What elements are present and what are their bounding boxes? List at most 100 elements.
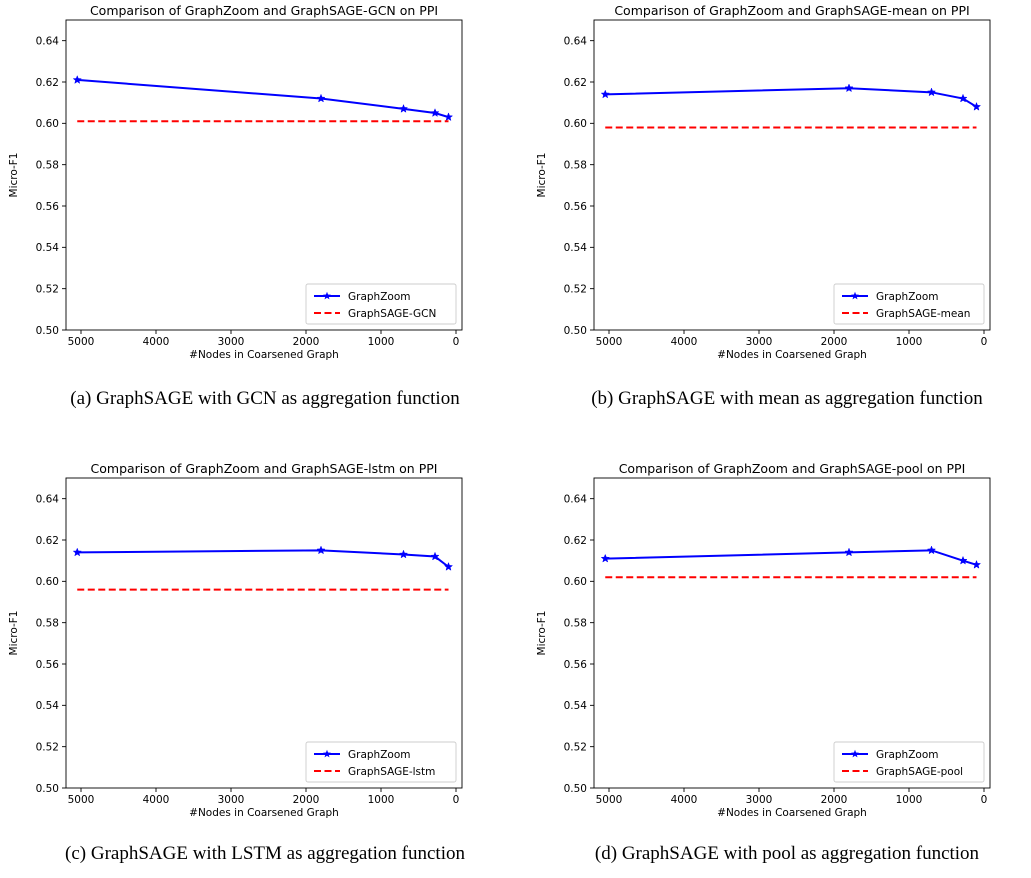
y-axis-label: Micro-F1 — [8, 153, 20, 198]
y-tick-label: 0.62 — [564, 535, 587, 547]
legend-star-marker — [851, 749, 859, 758]
legend-box — [305, 741, 457, 783]
chart-title: Comparison of GraphZoom and GraphSAGE-me… — [614, 3, 969, 18]
legend: GraphZoom GraphSAGE-mean — [833, 283, 985, 325]
y-tick-label: 0.54 — [36, 242, 60, 254]
y-tick-label: 0.56 — [36, 659, 60, 671]
caption-a: (a) GraphSAGE with GCN as aggregation fu… — [70, 388, 460, 409]
legend: GraphZoom GraphSAGE-GCN — [305, 283, 457, 325]
y-tick-label: 0.60 — [36, 118, 59, 130]
y-tick-label: 0.64 — [564, 493, 588, 505]
y-tick-label: 0.56 — [564, 201, 588, 213]
y-tick-label: 0.50 — [564, 325, 587, 337]
x-tick-label: 4000 — [671, 336, 698, 348]
y-tick-label: 0.52 — [564, 283, 587, 295]
y-tick-label: 0.60 — [36, 576, 59, 588]
y-tick-label: 0.58 — [36, 617, 59, 629]
x-tick-label: 5000 — [68, 336, 95, 348]
y-tick-label: 0.52 — [564, 741, 587, 753]
chart-d: Comparison of GraphZoom and GraphSAGE-po… — [536, 461, 991, 819]
x-tick-label: 4000 — [143, 336, 170, 348]
data-point — [398, 103, 409, 113]
plot-frame — [593, 19, 991, 331]
plot-frame — [65, 19, 463, 331]
y-tick-label: 0.56 — [36, 201, 60, 213]
y-tick-label: 0.62 — [36, 77, 59, 89]
data-point — [600, 553, 610, 563]
y-tick-label: 0.50 — [36, 783, 59, 795]
graphzoom-line — [605, 87, 978, 108]
caption-c: (c) GraphSAGE with LSTM as aggregation f… — [65, 843, 465, 864]
data-point — [958, 93, 968, 103]
x-tick-label: 3000 — [746, 794, 773, 806]
data-point — [844, 83, 854, 93]
x-tick-label: 0 — [981, 336, 988, 348]
y-tick-label: 0.52 — [36, 741, 59, 753]
legend: GraphZoom GraphSAGE-pool — [833, 741, 985, 783]
chart-title: Comparison of GraphZoom and GraphSAGE-po… — [619, 461, 966, 476]
legend-star-marker — [851, 291, 859, 300]
y-tick-label: 0.54 — [564, 700, 588, 712]
data-point — [600, 89, 610, 99]
legend-star-marker — [323, 749, 331, 758]
x-tick-label: 0 — [453, 794, 460, 806]
legend-label: GraphSAGE-lstm — [348, 766, 435, 778]
data-point — [844, 547, 854, 557]
y-tick-label: 0.50 — [564, 783, 587, 795]
y-tick-label: 0.54 — [36, 700, 60, 712]
x-tick-label: 3000 — [218, 794, 245, 806]
data-point — [398, 549, 409, 559]
chart-panel-a: Comparison of GraphZoom and GraphSAGE-GC… — [0, 0, 500, 420]
graphzoom-line — [605, 549, 977, 566]
data-point — [316, 545, 326, 555]
plot-frame — [593, 477, 991, 789]
chart-panel-b: Comparison of GraphZoom and GraphSAGE-me… — [528, 0, 1028, 420]
y-tick-label: 0.56 — [564, 659, 588, 671]
chart-panel-c: Comparison of GraphZoom and GraphSAGE-ls… — [0, 458, 500, 878]
legend-star-marker — [323, 291, 331, 300]
x-tick-label: 2000 — [821, 794, 848, 806]
y-tick-label: 0.58 — [564, 617, 587, 629]
y-tick-label: 0.64 — [36, 493, 60, 505]
plot-frame — [65, 477, 463, 789]
x-tick-label: 1000 — [896, 336, 923, 348]
data-point — [316, 93, 326, 103]
legend-box — [833, 741, 985, 783]
x-tick-label: 2000 — [821, 336, 848, 348]
graphzoom-line — [77, 549, 450, 568]
data-point — [430, 551, 440, 561]
y-tick-label: 0.54 — [564, 242, 588, 254]
x-tick-label: 4000 — [143, 794, 170, 806]
legend-label: GraphZoom — [876, 749, 938, 761]
x-axis-label: #Nodes in Coarsened Graph — [189, 807, 339, 819]
legend: GraphZoom GraphSAGE-lstm — [305, 741, 457, 783]
x-tick-label: 5000 — [596, 794, 623, 806]
x-tick-label: 1000 — [368, 794, 395, 806]
data-point — [926, 545, 937, 555]
chart-title: Comparison of GraphZoom and GraphSAGE-ls… — [91, 461, 438, 476]
y-tick-label: 0.64 — [36, 35, 60, 47]
chart-c: Comparison of GraphZoom and GraphSAGE-ls… — [8, 461, 463, 819]
y-tick-label: 0.64 — [564, 35, 588, 47]
data-point — [971, 559, 982, 569]
y-axis-label: Micro-F1 — [536, 153, 548, 198]
x-tick-label: 4000 — [671, 794, 698, 806]
y-tick-label: 0.50 — [36, 325, 59, 337]
data-point — [430, 108, 440, 117]
x-axis-label: #Nodes in Coarsened Graph — [717, 349, 867, 361]
legend-label: GraphZoom — [348, 749, 410, 761]
y-tick-label: 0.60 — [564, 118, 587, 130]
chart-panel-d: Comparison of GraphZoom and GraphSAGE-po… — [528, 458, 1028, 878]
x-tick-label: 1000 — [896, 794, 923, 806]
legend-label: GraphSAGE-mean — [876, 308, 970, 320]
x-axis-label: #Nodes in Coarsened Graph — [717, 807, 867, 819]
y-tick-label: 0.62 — [564, 77, 587, 89]
chart-a: Comparison of GraphZoom and GraphSAGE-GC… — [8, 3, 463, 361]
legend-label: GraphZoom — [348, 291, 410, 303]
legend-box — [833, 283, 985, 325]
x-tick-label: 3000 — [746, 336, 773, 348]
data-point — [443, 561, 454, 571]
x-axis-label: #Nodes in Coarsened Graph — [189, 349, 339, 361]
legend-box — [305, 283, 457, 325]
caption-b: (b) GraphSAGE with mean as aggregation f… — [591, 388, 983, 409]
